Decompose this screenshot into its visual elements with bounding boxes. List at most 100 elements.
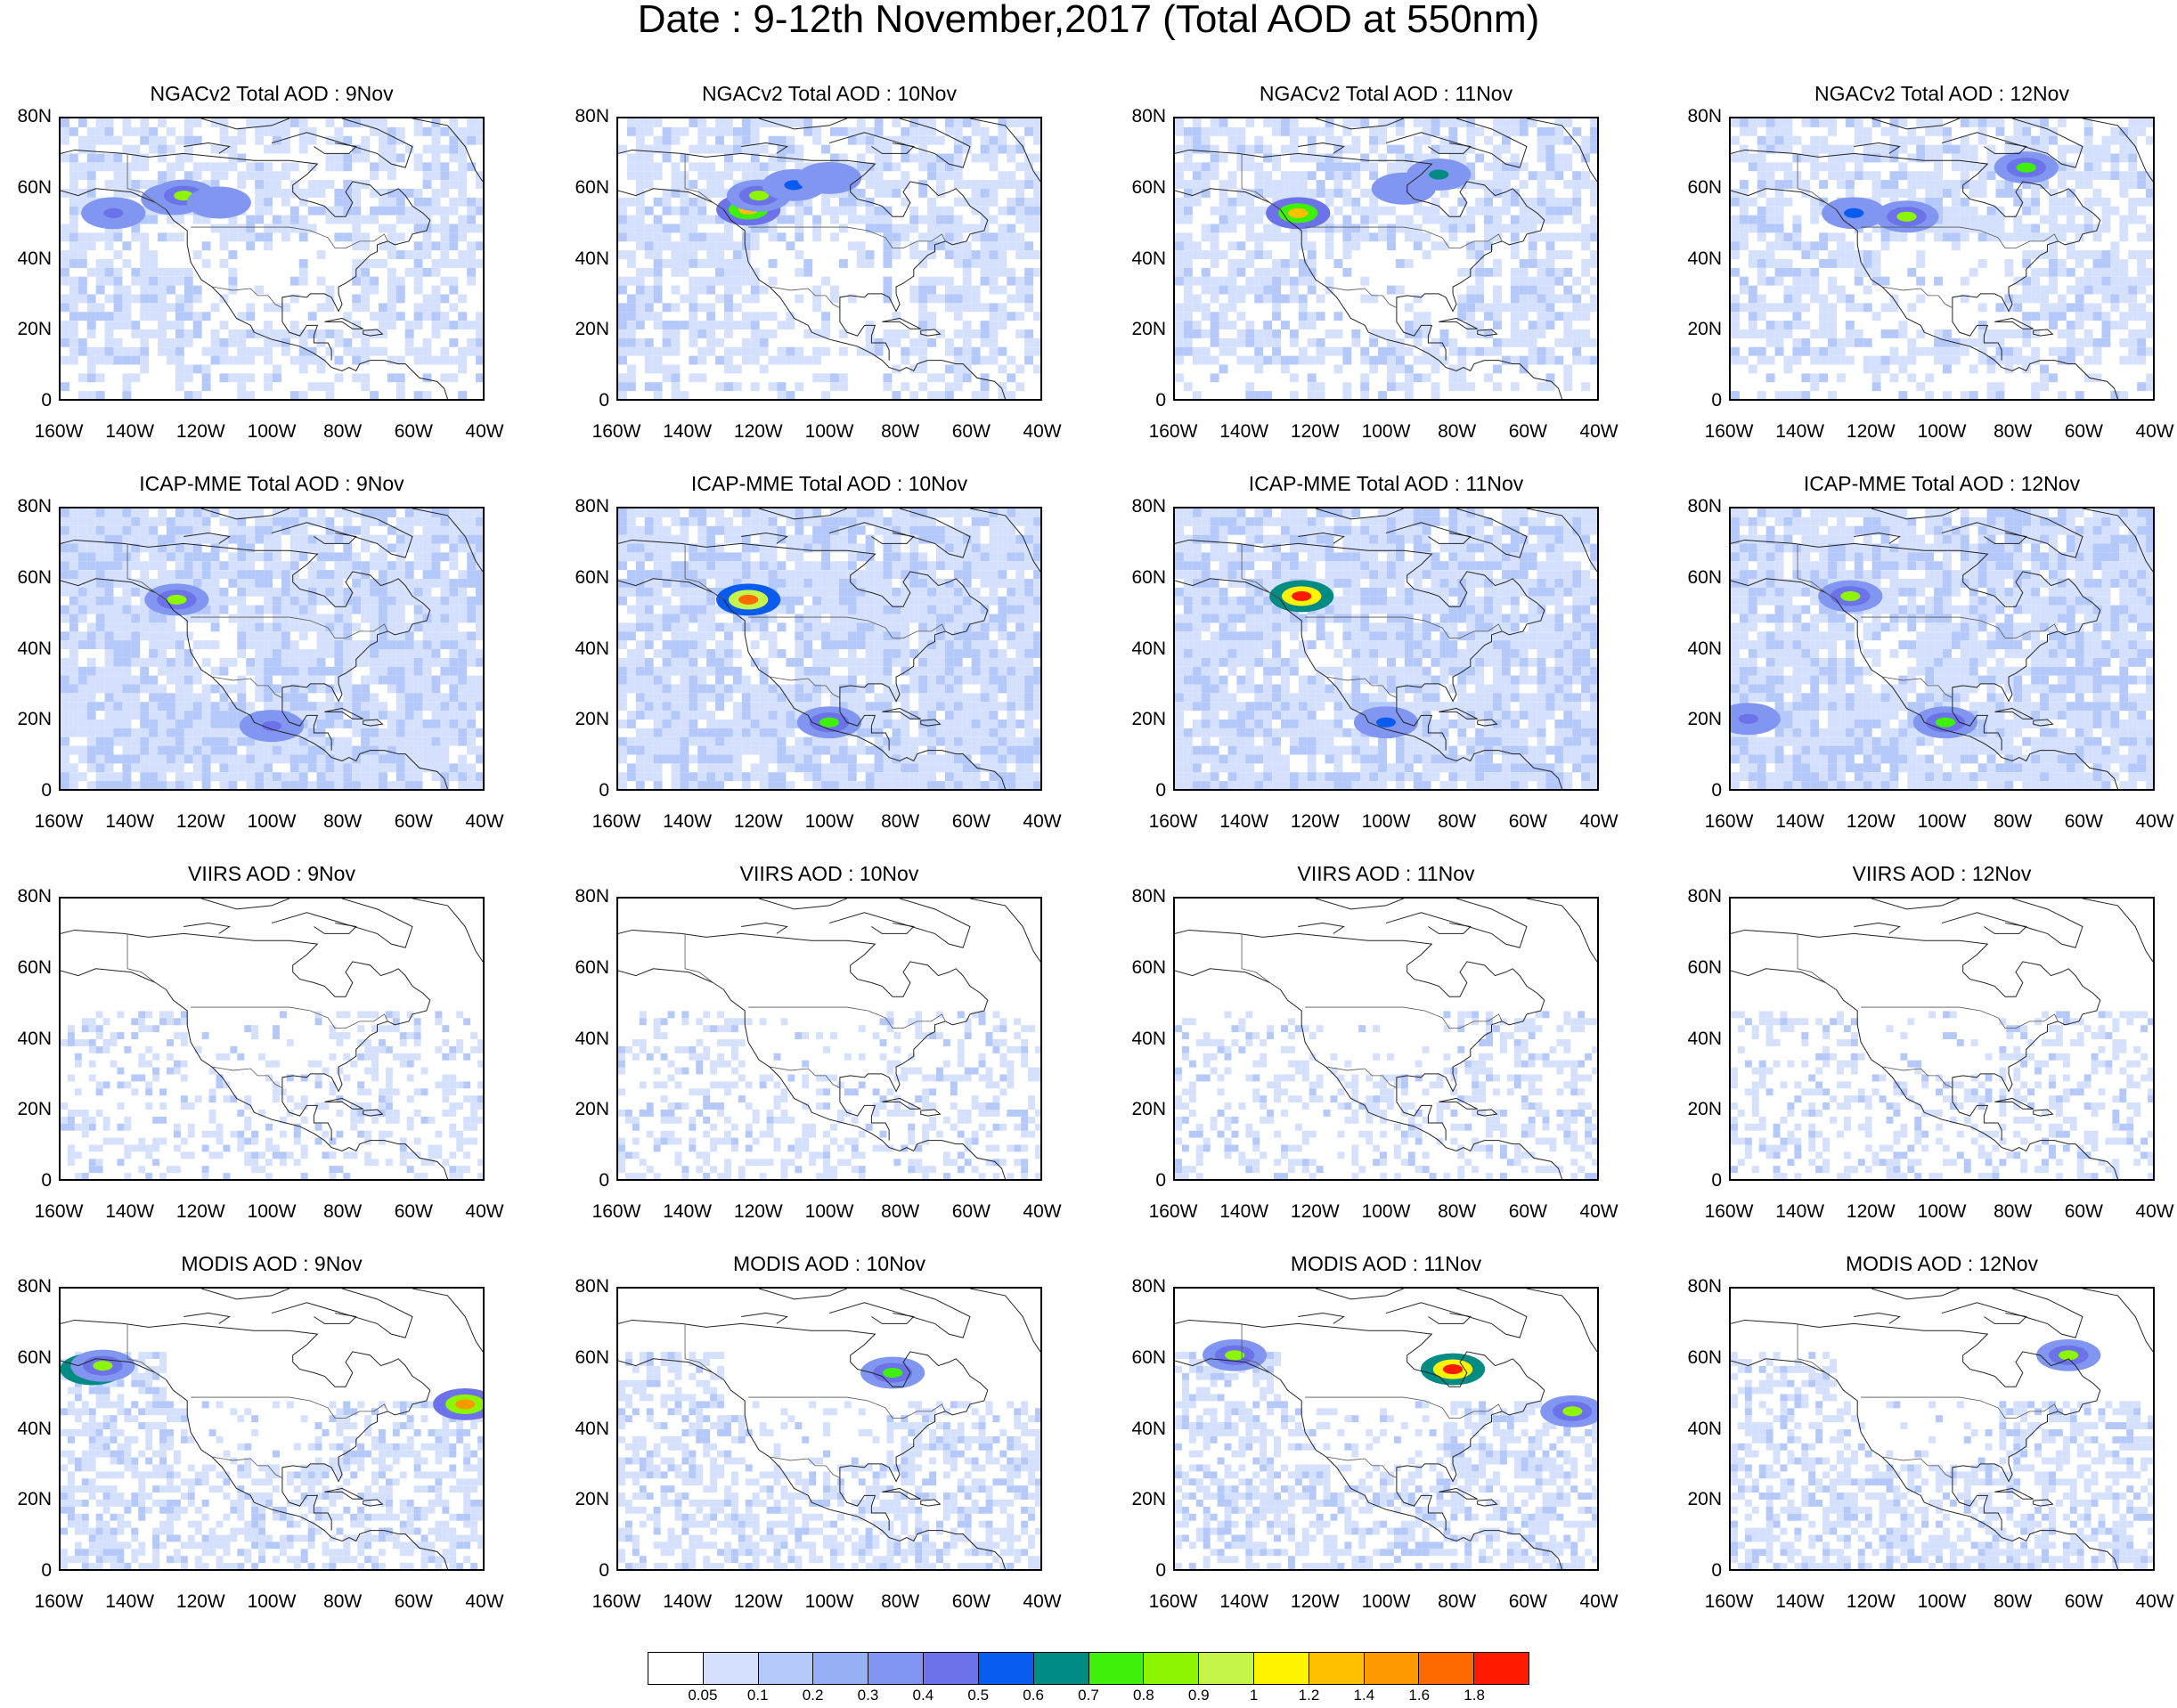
map-panel-icap-mme-4: ICAP-MME Total AOD : 12Nov 80N 60N 40N 20N 0 1… [1687,472,2177,890]
panel-title: NGACv2 Total AOD : 9Nov [150,82,394,105]
colorbar-swatch [1364,1653,1420,1684]
lon-tick-label: 60W [394,1591,433,1612]
lon-tick-label: 80W [881,1591,920,1612]
lon-tick-label: 60W [1508,811,1547,832]
coastline [1984,533,2027,544]
coastline [281,1087,332,1141]
country-border [1881,1456,1953,1478]
coastline [1385,899,1528,948]
lat-tick-label: 20N [1687,1099,1722,1120]
country-border [1325,1066,1398,1088]
lat-tick-label: 40N [1687,638,1722,659]
coastline [1175,1319,1545,1483]
coastline [324,317,363,329]
country-border [211,286,283,308]
country-border [684,1323,724,1380]
lat-tick-label: 60N [575,176,609,198]
lat-tick-label: 80N [1687,496,1722,516]
lon-tick-label: 160W [591,1201,641,1222]
coastline [920,1499,942,1507]
aod-hotspot [1840,590,1861,601]
coastline [271,118,413,168]
lon-tick-label: 60W [2064,811,2103,832]
coastline [1854,533,1901,544]
lon-tick-label: 40W [465,1591,504,1612]
colorbar-swatch [1144,1653,1200,1684]
coastline [882,707,921,720]
aod-hotspot [1292,590,1312,601]
map-panel-icap-mme-1: ICAP-MME Total AOD : 9Nov 80N 60N 40N 20N 0 16… [17,472,558,890]
lon-tick-label: 140W [1775,421,1825,442]
lat-tick-label: 80N [1131,1276,1166,1297]
country-border [191,226,388,249]
coastline [1477,719,1498,727]
lat-tick-label: 40N [1131,638,1166,659]
coastline [839,1477,890,1531]
map-panel-modis-2: MODIS AOD : 10Nov 80N 60N 40N 20N 0 160W 140W 12… [575,1252,1115,1670]
lon-tick-label: 160W [1148,1591,1198,1612]
lon-tick-label: 100W [1917,1201,1967,1222]
coastline [200,1289,289,1300]
lon-tick-label: 120W [1846,1201,1896,1222]
lon-tick-label: 40W [2135,811,2174,832]
lon-tick-label: 120W [1846,1591,1896,1612]
aod-hotspot [1738,713,1758,724]
coastline [1315,1289,1404,1300]
map-frame [59,117,485,401]
country-border [211,676,283,698]
aod-hotspot [1225,1350,1245,1361]
coastline [1952,307,2002,361]
lat-tick-label: 80N [17,106,52,126]
coastline [412,118,483,183]
country-border [211,1456,283,1478]
coastline [314,533,357,544]
lat-tick-label: 60N [17,176,52,198]
lat-tick-label: 0 [1711,390,1722,411]
lon-tick-label: 80W [1994,811,2033,832]
country-border [1861,616,2059,639]
colorbar-label: 0.7 [1078,1687,1099,1704]
lon-tick-label: 120W [175,1201,225,1222]
colorbar-swatch [648,1653,704,1684]
coastline [969,899,1040,963]
map-frame [1729,1287,2155,1571]
lat-tick-label: 20N [17,1099,52,1120]
country-border [1325,286,1398,308]
lat-tick-label: 80N [575,1276,609,1297]
lat-tick-label: 40N [1131,1418,1166,1439]
aod-hotspot [103,207,124,218]
colorbar-swatch [978,1653,1034,1684]
lon-tick-label: 80W [881,1201,920,1222]
lon-tick-label: 100W [1917,421,1967,442]
coastline [920,1109,942,1117]
country-border [1881,1066,1953,1088]
country-border [1325,676,1398,698]
lon-tick-label: 140W [105,1591,155,1612]
country-border [1305,1396,1503,1419]
panel-title: MODIS AOD : 10Nov [732,1252,925,1275]
coastline [324,1487,363,1500]
lat-tick-label: 20N [1687,709,1722,730]
coastline [314,923,357,934]
lon-tick-label: 80W [323,1591,363,1612]
coastline [1477,1499,1498,1507]
lat-tick-label: 40N [1131,1028,1166,1049]
map-panel-ngacv2-3: NGACv2 Total AOD : 11Nov 80N 60N 40N 20N 0 160… [1131,82,1672,500]
lon-tick-label: 60W [951,1201,991,1222]
panel-title: ICAP-MME Total AOD : 11Nov [1248,472,1524,495]
coastline [1984,923,2027,934]
lon-tick-label: 60W [394,1201,433,1222]
colorbar-label: 0.1 [746,1687,769,1704]
aod-hotspot [738,594,759,605]
country-border [1797,153,1837,210]
lon-tick-label: 80W [1994,421,2033,442]
lon-tick-label: 140W [663,1591,713,1612]
lon-tick-label: 160W [591,421,641,442]
lon-tick-label: 60W [2064,421,2103,442]
panel-title: ICAP-MME Total AOD : 12Nov [1803,472,2081,495]
lon-tick-label: 80W [1438,811,1477,832]
aod-hotspot [1844,207,1864,218]
coastline [1952,1087,2002,1141]
country-border [1305,1006,1503,1029]
aod-hotspot [2059,1350,2079,1361]
